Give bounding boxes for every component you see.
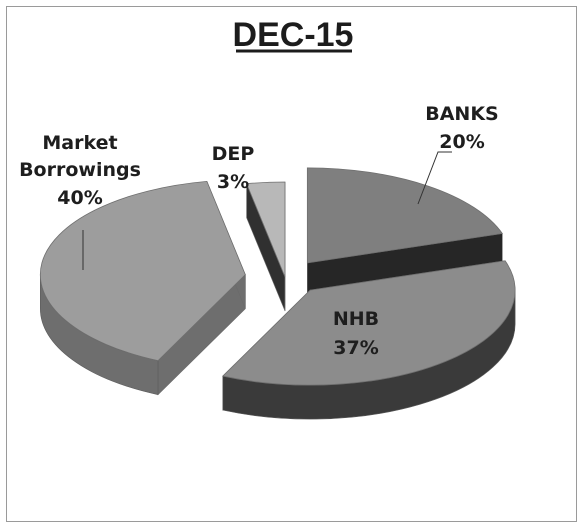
slice-market-borrowings [39, 180, 246, 362]
label-dep-name: DEP [212, 143, 255, 165]
label-market-line1: Market [42, 132, 117, 154]
label-banks-name: BANKS [425, 103, 499, 125]
label-nhb-value: 37% [333, 337, 378, 359]
slice-dep [246, 181, 286, 278]
leader-banks [417, 151, 452, 205]
leader-lines [82, 151, 452, 270]
label-banks-value: 20% [439, 131, 484, 153]
label-market-line2: Borrowings [19, 159, 141, 181]
pie-layer [39, 167, 516, 420]
chart-title: DEC-15 [233, 16, 354, 54]
label-market-value: 40% [57, 187, 102, 209]
label-nhb-name: NHB [333, 308, 379, 330]
slice-banks [306, 167, 504, 264]
label-dep-value: 3% [217, 171, 249, 193]
slice-nhb [222, 260, 516, 386]
